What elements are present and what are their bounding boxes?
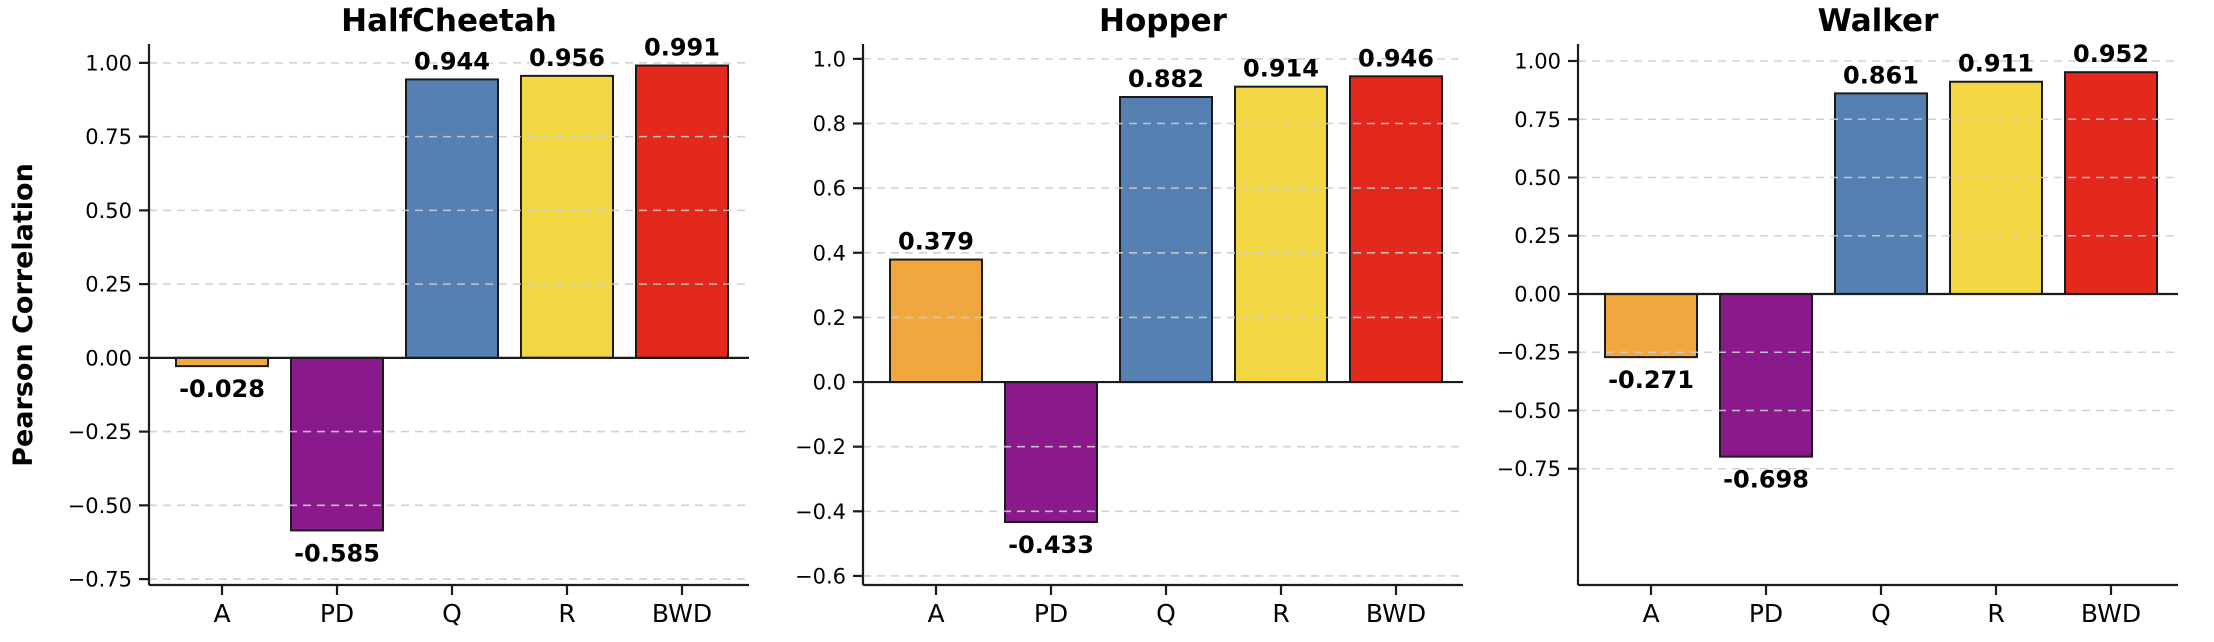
ytick-label-0.2: 0.2 (813, 306, 846, 330)
panel-walker: 1.00 0.75 0.50 0.25 0.00 −0.25 −0.50 −0.75 A PD Q R… (1497, 3, 2178, 628)
bar-value-halfcheetah-r: 0.956 (529, 44, 605, 72)
xtick-label-bwd: BWD (2081, 599, 2141, 628)
bar-value-halfcheetah-a: -0.028 (179, 375, 265, 403)
ytick-label-−0.75: −0.75 (1497, 457, 1561, 481)
ytick-label-0.0: 0.0 (813, 371, 846, 395)
xtick-label-r: R (558, 599, 575, 628)
bar-hopper-r (1234, 85, 1328, 384)
panel-title-hopper: Hopper (1099, 3, 1228, 39)
ytick-label-0.4: 0.4 (813, 241, 846, 265)
ytick-label-0.6: 0.6 (813, 177, 846, 201)
bar-walker-bwd (2064, 71, 2158, 295)
ytick-label-0.00: 0.00 (1514, 282, 1561, 306)
bar-value-halfcheetah-bwd: 0.991 (644, 34, 720, 62)
bar-walker-q (1834, 92, 1928, 295)
ytick-label-−0.6: −0.6 (795, 564, 846, 588)
bar-halfcheetah-pd (290, 356, 384, 532)
bar-value-walker-pd: -0.698 (1723, 466, 1809, 494)
ytick-label-−0.4: −0.4 (795, 500, 846, 524)
ytick-label-−0.50: −0.50 (68, 494, 132, 518)
ytick-label-1.0: 1.0 (813, 47, 846, 71)
ytick-label-−0.50: −0.50 (1497, 399, 1561, 423)
bar-hopper-a (889, 258, 983, 384)
bar-halfcheetah-q (405, 78, 499, 359)
panel-title-walker: Walker (1818, 3, 1939, 39)
bar-walker-a (1604, 292, 1698, 359)
ytick-label-1.00: 1.00 (1514, 50, 1561, 74)
xtick-label-pd: PD (320, 599, 354, 628)
xtick-label-r: R (1272, 599, 1289, 628)
ytick-label-0.50: 0.50 (85, 199, 132, 223)
xtick-label-q: Q (1156, 599, 1176, 628)
bar-walker-r (1949, 80, 2043, 295)
bar-value-hopper-a: 0.379 (898, 228, 974, 256)
panel-hopper: 1.0 0.8 0.6 0.4 0.2 0.0 −0.2 −0.4 −0.6 A PD Q R BWD 0.… (795, 3, 1463, 628)
xtick-label-bwd: BWD (1366, 599, 1426, 628)
bar-value-hopper-pd: -0.433 (1008, 531, 1094, 559)
ytick-label-0.8: 0.8 (813, 112, 846, 136)
bar-value-walker-q: 0.861 (1843, 61, 1919, 89)
xtick-label-q: Q (1871, 599, 1891, 628)
panel-title-halfcheetah: HalfCheetah (341, 3, 557, 39)
xtick-label-pd: PD (1034, 599, 1068, 628)
xtick-label-pd: PD (1749, 599, 1783, 628)
ytick-label-0.00: 0.00 (85, 346, 132, 370)
bar-value-walker-bwd: 0.952 (2073, 40, 2149, 68)
bar-halfcheetah-a (175, 356, 269, 368)
bar-value-halfcheetah-pd: -0.585 (294, 539, 380, 567)
bar-hopper-pd (1004, 381, 1098, 523)
bar-halfcheetah-bwd (635, 64, 729, 359)
ytick-label-0.25: 0.25 (85, 273, 132, 297)
xtick-label-q: Q (442, 599, 462, 628)
ytick-label-−0.2: −0.2 (795, 435, 846, 459)
bar-hopper-q (1119, 96, 1213, 384)
xtick-label-a: A (213, 599, 230, 628)
ytick-label-−0.75: −0.75 (68, 568, 132, 592)
xtick-label-a: A (1642, 599, 1659, 628)
bar-value-walker-r: 0.911 (1958, 50, 2034, 78)
bar-hopper-bwd (1349, 75, 1443, 384)
ytick-label-0.25: 0.25 (1514, 224, 1561, 248)
panel-halfcheetah: 1.00 0.75 0.50 0.25 0.00 −0.25 −0.50 −0.75 A PD Q R… (68, 3, 749, 628)
ytick-label-−0.25: −0.25 (68, 420, 132, 444)
xtick-label-bwd: BWD (652, 599, 712, 628)
y-axis-label: Pearson Correlation (8, 163, 39, 467)
bar-value-walker-a: -0.271 (1608, 366, 1694, 394)
bar-halfcheetah-r (520, 74, 614, 359)
bar-value-hopper-r: 0.914 (1243, 55, 1319, 83)
ytick-label-0.50: 0.50 (1514, 166, 1561, 190)
bar-value-hopper-bwd: 0.946 (1358, 44, 1434, 72)
xtick-label-a: A (927, 599, 944, 628)
ytick-label-−0.25: −0.25 (1497, 341, 1561, 365)
bar-value-hopper-q: 0.882 (1128, 65, 1204, 93)
xtick-label-r: R (1987, 599, 2004, 628)
ytick-label-1.00: 1.00 (85, 51, 132, 75)
ytick-label-0.75: 0.75 (1514, 108, 1561, 132)
bar-walker-pd (1719, 292, 1813, 458)
ytick-label-0.75: 0.75 (85, 125, 132, 149)
bar-value-halfcheetah-q: 0.944 (414, 47, 490, 75)
